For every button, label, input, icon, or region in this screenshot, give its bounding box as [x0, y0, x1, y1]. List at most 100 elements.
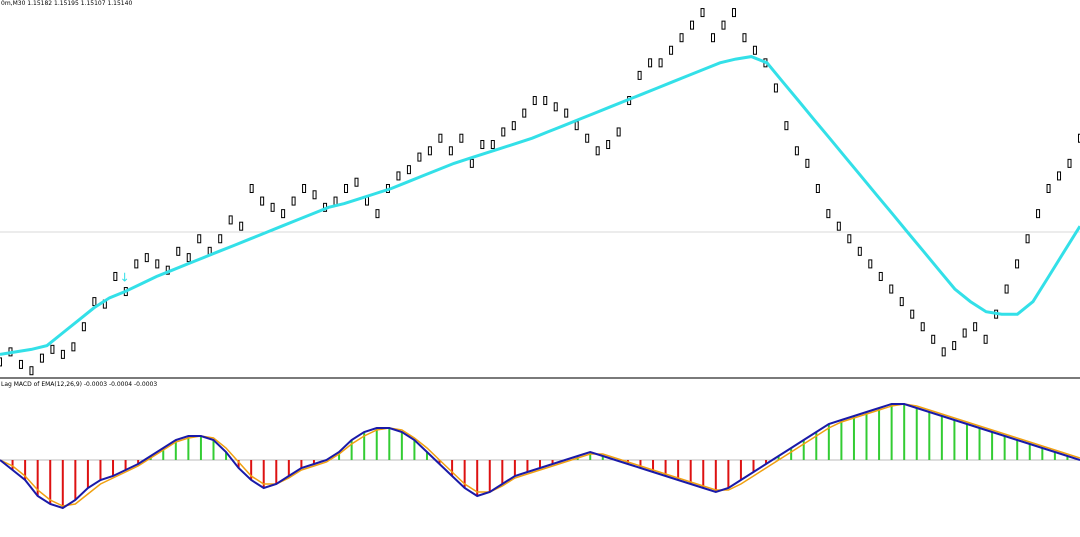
candle	[469, 158, 474, 168]
candle	[920, 322, 925, 332]
candle	[39, 353, 44, 363]
candle	[1004, 284, 1009, 294]
candle	[805, 158, 810, 168]
candle	[983, 334, 988, 344]
candle	[239, 221, 244, 231]
candle	[658, 58, 663, 68]
candle	[155, 259, 160, 269]
candle	[679, 33, 684, 43]
candle	[197, 234, 202, 244]
candle	[553, 102, 558, 112]
macd-signal-line	[0, 403, 1080, 507]
candle	[417, 152, 422, 162]
candle	[260, 196, 265, 206]
candle	[731, 8, 736, 18]
candle	[952, 341, 957, 351]
candle	[690, 20, 695, 30]
candle	[962, 328, 967, 338]
candle	[1036, 209, 1041, 219]
candle	[501, 127, 506, 137]
candle	[595, 146, 600, 156]
candle	[427, 146, 432, 156]
candle	[71, 342, 76, 352]
candle	[448, 146, 453, 156]
candle	[648, 58, 653, 68]
candle	[868, 259, 873, 269]
candle	[637, 70, 642, 80]
candle	[522, 108, 527, 118]
candle	[281, 209, 286, 219]
candle	[616, 127, 621, 137]
candle	[396, 171, 401, 181]
candle	[50, 344, 55, 354]
candle	[375, 209, 380, 219]
panel-divider[interactable]	[0, 377, 1080, 379]
macd-panel[interactable]	[0, 380, 1080, 537]
candle	[773, 83, 778, 93]
arrow-down-marker: ↓	[120, 271, 130, 285]
candle	[490, 140, 495, 150]
candle	[18, 359, 23, 369]
candle	[218, 234, 223, 244]
candle	[1025, 234, 1030, 244]
candle	[249, 184, 254, 193]
candle	[0, 357, 2, 367]
candle	[585, 133, 590, 143]
candle	[941, 347, 946, 357]
candle	[406, 165, 411, 175]
candle	[973, 322, 978, 332]
candle	[228, 215, 233, 225]
candle	[364, 196, 369, 206]
candle	[742, 33, 747, 43]
candle	[574, 121, 579, 131]
main-chart-info: 0m,M30 1.15182 1.15195 1.15107 1.15140	[1, 0, 133, 7]
candle	[711, 33, 716, 43]
price-chart: ↓↑↓	[0, 8, 1080, 376]
candle	[186, 253, 191, 263]
candle	[564, 108, 569, 118]
candle	[480, 140, 485, 150]
candle	[543, 96, 548, 106]
candle	[29, 366, 34, 376]
moving-average-line	[0, 55, 1080, 356]
macd-info: Lag MACD of EMA(12,26,9) -0.0003 -0.0004…	[1, 381, 158, 388]
candle	[134, 259, 139, 269]
candle	[291, 196, 296, 206]
macd-main-line	[0, 403, 1080, 510]
macd-chart	[0, 403, 1080, 510]
candle	[1057, 171, 1062, 181]
candle	[752, 45, 757, 55]
candle	[899, 297, 904, 307]
candle	[354, 177, 359, 187]
candle	[836, 221, 841, 231]
candle	[878, 271, 883, 281]
candle	[270, 202, 275, 212]
candle	[81, 322, 86, 332]
candle	[144, 253, 149, 263]
candle	[438, 133, 443, 143]
candle	[1046, 184, 1051, 193]
candle	[459, 133, 464, 143]
candle	[606, 140, 611, 150]
candle	[847, 234, 852, 244]
candle	[889, 284, 894, 294]
candle	[931, 334, 936, 344]
candle	[784, 121, 789, 131]
price-chart-panel[interactable]: ↓↑↓	[0, 0, 1080, 377]
candle	[910, 309, 915, 319]
candle	[826, 209, 831, 219]
candle	[92, 297, 97, 307]
candle	[176, 246, 181, 256]
candle	[113, 271, 118, 281]
candle	[532, 96, 537, 106]
candle	[302, 184, 307, 193]
candle	[60, 349, 65, 359]
candle	[1015, 259, 1020, 269]
candle	[669, 45, 674, 55]
candle	[815, 184, 820, 193]
candle	[333, 196, 338, 206]
candle	[857, 246, 862, 256]
candle	[511, 121, 516, 131]
candle	[344, 184, 349, 193]
candle	[794, 146, 799, 156]
